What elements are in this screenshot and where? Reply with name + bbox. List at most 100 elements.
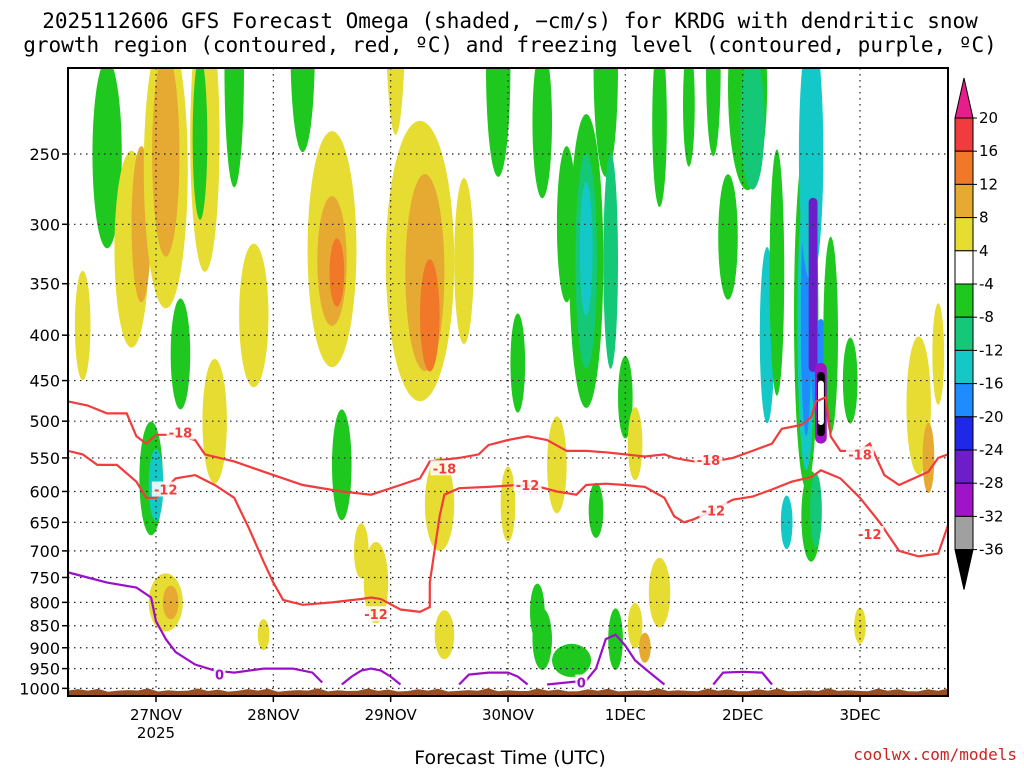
omega-cell bbox=[922, 422, 935, 494]
colorbar-bin bbox=[954, 283, 974, 318]
freezing-level-contour bbox=[712, 670, 773, 686]
omega-cell bbox=[224, 68, 244, 188]
omega-cell bbox=[434, 610, 455, 660]
omega-shading bbox=[74, 68, 945, 677]
contour-label-bg bbox=[575, 674, 588, 690]
contour-label-bg bbox=[166, 424, 195, 440]
omega-cell bbox=[152, 68, 180, 257]
omega-cell bbox=[170, 298, 191, 410]
y-tick-label: 250 bbox=[29, 145, 60, 164]
colorbar-bin bbox=[954, 416, 974, 451]
x-tick-label: 28NOV bbox=[247, 706, 300, 724]
contour-label: -18 bbox=[169, 427, 193, 442]
omega-cell bbox=[842, 337, 858, 424]
x-tick-label: 27NOV bbox=[130, 706, 183, 724]
colorbar-label: -8 bbox=[979, 308, 994, 326]
omega-cell bbox=[618, 356, 633, 439]
colorbar-bin bbox=[954, 349, 974, 385]
gridlines bbox=[68, 68, 948, 696]
contour-label-bg bbox=[513, 476, 542, 492]
contour-label: 0 bbox=[577, 677, 586, 692]
colorbar-label: 16 bbox=[979, 142, 998, 160]
contour-label: -18 bbox=[848, 448, 872, 463]
credit-link[interactable]: coolwx.com/models bbox=[853, 745, 1017, 764]
omega-cell bbox=[810, 473, 822, 548]
contour-label: -18 bbox=[697, 454, 721, 469]
colorbar: 20 16 12 8 4 -4 -8 -12 -16 -20 -24 -28 -32 -36 bbox=[954, 77, 1004, 590]
y-tick-label: 350 bbox=[29, 275, 60, 294]
x-tick-label: 1DEC bbox=[605, 706, 646, 724]
omega-cell bbox=[648, 557, 671, 628]
colorbar-label: -28 bbox=[979, 474, 1004, 492]
y-tick-label: 450 bbox=[29, 372, 60, 391]
omega-cell bbox=[627, 603, 643, 649]
colorbar-bottom-arrow bbox=[954, 549, 974, 590]
x-tick-label: 3DEC bbox=[839, 706, 880, 724]
y-axis-ticks: 250 300 350 400 450 500 550 600 650 700 750 800 850 9… bbox=[19, 145, 68, 698]
colorbar-bin bbox=[954, 515, 974, 551]
plot-area: -18 -12 -18 -12 -12 -18 -12 -18 -12 0 0 bbox=[68, 68, 948, 696]
colorbar-label: -32 bbox=[979, 507, 1004, 525]
omega-cell bbox=[532, 68, 552, 199]
colorbar-label: 8 bbox=[979, 209, 989, 227]
colorbar-bin bbox=[954, 217, 974, 252]
contour-label: 0 bbox=[215, 669, 224, 684]
x-tick-sublabel: 2025 bbox=[137, 724, 175, 742]
colorbar-bin bbox=[954, 482, 974, 517]
contour-label: -12 bbox=[858, 528, 882, 543]
y-tick-label: 950 bbox=[29, 660, 60, 679]
x-tick-label: 29NOV bbox=[365, 706, 418, 724]
omega-cell bbox=[354, 523, 369, 579]
omega-cell bbox=[454, 178, 474, 345]
x-tick-label: 2DEC bbox=[722, 706, 763, 724]
omega-cell bbox=[424, 457, 455, 551]
colorbar-bin bbox=[954, 383, 974, 418]
chart-title-line-1: 2025112606 GFS Forecast Omega (shaded, −… bbox=[42, 9, 978, 33]
contour-label-bg bbox=[362, 606, 390, 622]
colorbar-label: -4 bbox=[979, 275, 994, 293]
contour-label-bg bbox=[430, 460, 459, 476]
y-tick-label: 300 bbox=[29, 215, 60, 234]
omega-cell bbox=[603, 153, 619, 369]
omega-cell bbox=[706, 68, 721, 157]
omega-cell bbox=[239, 243, 269, 388]
colorbar-label: 12 bbox=[979, 175, 998, 193]
y-tick-label: 500 bbox=[29, 412, 60, 431]
x-axis-label: Forecast Time (UTC) bbox=[414, 747, 605, 768]
colorbar-label: -16 bbox=[979, 375, 1004, 393]
omega-cell bbox=[932, 303, 945, 405]
freezing-level-contour bbox=[341, 667, 402, 686]
colorbar-bin bbox=[954, 183, 974, 219]
omega-cell bbox=[329, 238, 345, 307]
omega-cell bbox=[740, 68, 765, 190]
omega-cell bbox=[202, 358, 227, 484]
x-tick-label: 30NOV bbox=[482, 706, 535, 724]
contour-label: -12 bbox=[516, 479, 540, 494]
colorbar-label: -12 bbox=[979, 341, 1004, 359]
omega-cell bbox=[486, 68, 511, 177]
omega-cell bbox=[74, 270, 91, 381]
colorbar-bin bbox=[954, 250, 974, 285]
omega-cell bbox=[593, 68, 618, 177]
freezing-level-contour bbox=[458, 671, 529, 686]
omega-cell bbox=[780, 495, 793, 550]
y-tick-label: 400 bbox=[29, 326, 60, 345]
omega-cell bbox=[588, 482, 604, 538]
omega-core-cell bbox=[817, 380, 824, 426]
contour-label: -12 bbox=[702, 504, 726, 519]
contour-label: -12 bbox=[364, 608, 388, 623]
contour-label-bg bbox=[213, 666, 226, 682]
omega-cell bbox=[627, 407, 643, 481]
omega-cell bbox=[579, 182, 593, 317]
omega-core-cell bbox=[808, 197, 818, 372]
contour-label: -18 bbox=[433, 462, 457, 477]
chart-title-line-2: growth region (contoured, red, ºC) and f… bbox=[23, 33, 997, 57]
omega-cell bbox=[332, 409, 352, 521]
terrain-ground bbox=[68, 688, 948, 696]
y-tick-label: 900 bbox=[29, 639, 60, 658]
colorbar-label: -24 bbox=[979, 441, 1004, 459]
dgz-minus18-contour bbox=[68, 395, 948, 496]
contour-label-bg bbox=[846, 446, 874, 462]
